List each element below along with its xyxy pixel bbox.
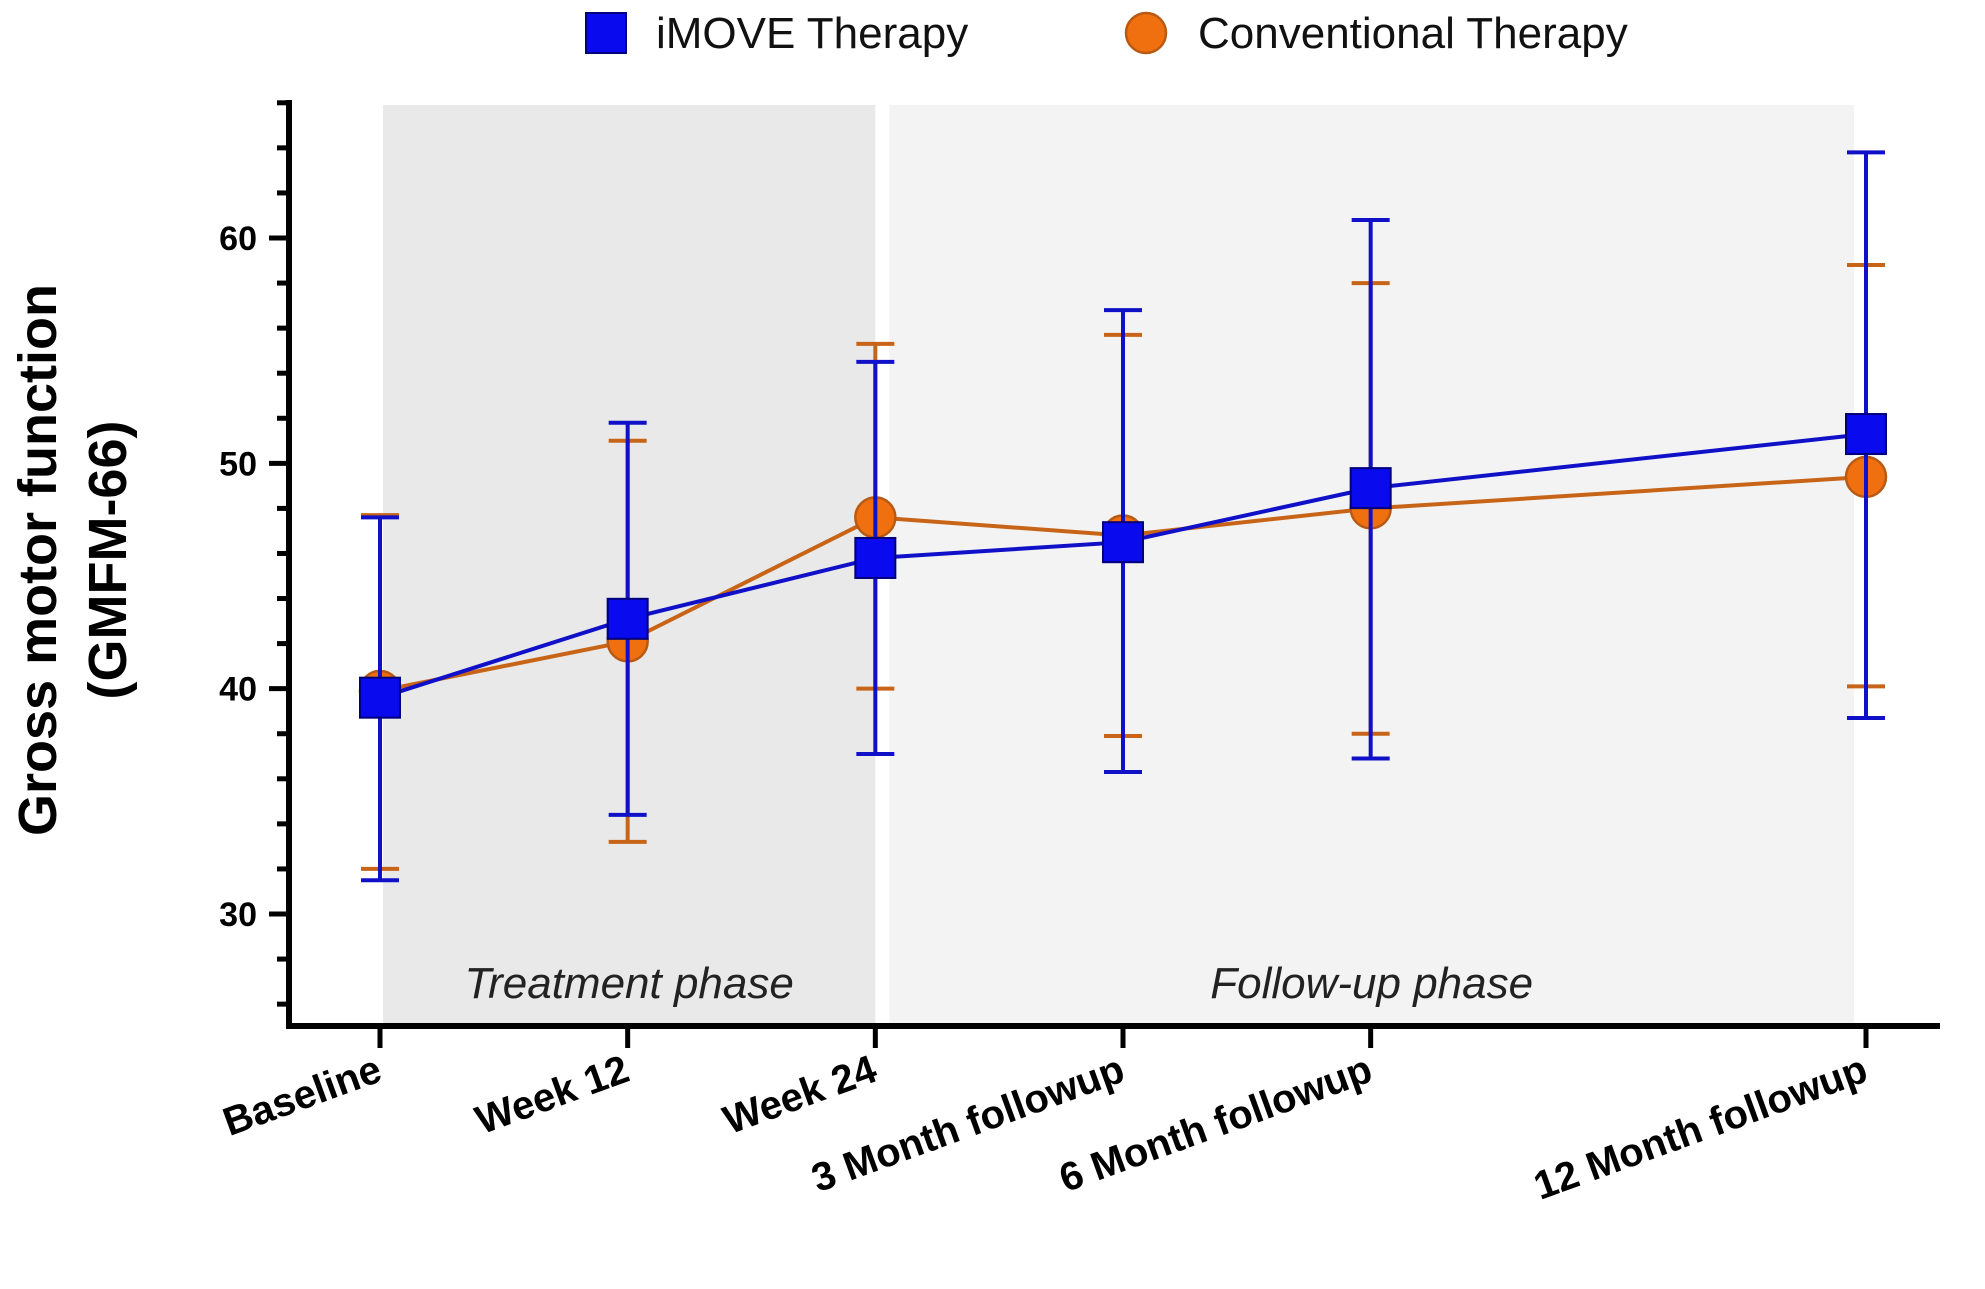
- legend-entry-conventional-therapy: Conventional Therapy: [1124, 9, 1628, 58]
- y-tick-label-60: 60: [219, 220, 257, 258]
- data-point-6-month-followup: [1349, 467, 1392, 510]
- y-axis-title-line-1: Gross motor function: [8, 284, 68, 836]
- y-axis-title-line-2: (GMFM-66): [78, 421, 138, 700]
- legend-marker-circle: [1124, 11, 1168, 55]
- series-plot: [358, 150, 1888, 883]
- data-point-12-month-followup: [1845, 413, 1887, 456]
- y-tick-label-50: 50: [219, 445, 257, 483]
- y-tick-label-40: 40: [219, 671, 257, 709]
- phase-label-follow-up-phase: Follow-up phase: [1210, 959, 1533, 1008]
- phase-backgrounds: [383, 105, 1854, 1026]
- axes: [269, 100, 1940, 1048]
- data-point-week-24: [854, 536, 897, 579]
- legend-label: iMOVE Therapy: [656, 9, 968, 58]
- y-tick-label-30: 30: [219, 896, 257, 934]
- x-tick-label-week-12: Week 12: [470, 1047, 635, 1143]
- x-tick-label-baseline: Baseline: [217, 1047, 387, 1145]
- series-line: [379, 432, 1867, 700]
- series-line: [379, 474, 1867, 693]
- x-tick-label-week-24: Week 24: [718, 1047, 884, 1143]
- phase-label-treatment-phase: Treatment phase: [464, 959, 793, 1008]
- data-point-week-12: [606, 597, 649, 640]
- data-point-3-month-followup: [1102, 521, 1144, 564]
- legend: iMOVE Therapy Conventional Therapy: [585, 9, 1628, 58]
- legend-entry-imove-therapy: iMOVE Therapy: [585, 9, 968, 58]
- legend-marker-square: [585, 12, 627, 54]
- series-imove-therapy: [359, 150, 1887, 883]
- legend-label: Conventional Therapy: [1198, 9, 1628, 58]
- x-tick-label-12-month-followup: 12 Month followup: [1528, 1047, 1873, 1208]
- data-point-baseline: [359, 676, 401, 719]
